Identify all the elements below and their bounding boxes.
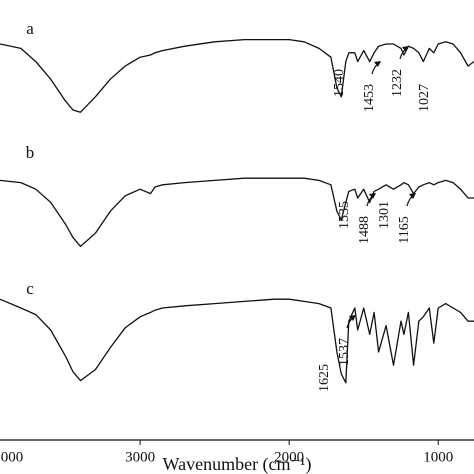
annotation-arrowhead [349, 315, 356, 321]
annotation: 1301 [377, 201, 392, 229]
x-axis-label: Wavenumber (cm⁻¹) [163, 454, 312, 474]
annotation: 1540 [332, 69, 347, 97]
annotation: 1535 [337, 201, 352, 229]
x-tick-label: 000 [1, 449, 24, 465]
series-label: b [26, 143, 35, 162]
annotation: 1625 [317, 364, 332, 392]
series-label: a [26, 19, 34, 38]
x-tick-label: 3000 [125, 449, 155, 465]
spectrum-line [0, 38, 474, 113]
annotation: 1537 [337, 338, 352, 366]
annotation: 1453 [362, 84, 377, 112]
x-tick-label: 2000 [274, 449, 304, 465]
spectrum-line [0, 298, 474, 384]
annotation-arrowhead [402, 46, 409, 52]
series-label: c [26, 279, 34, 298]
spectrum-line [0, 177, 474, 248]
annotation-arrowhead [374, 61, 381, 67]
annotation: 1165 [397, 216, 412, 243]
annotation-arrowhead [409, 193, 416, 199]
annotation: 1232 [390, 69, 405, 97]
annotation: 1488 [357, 216, 372, 244]
annotation-arrowhead [369, 193, 376, 199]
annotation: 1027 [417, 84, 432, 112]
x-tick-label: 1000 [423, 449, 453, 465]
